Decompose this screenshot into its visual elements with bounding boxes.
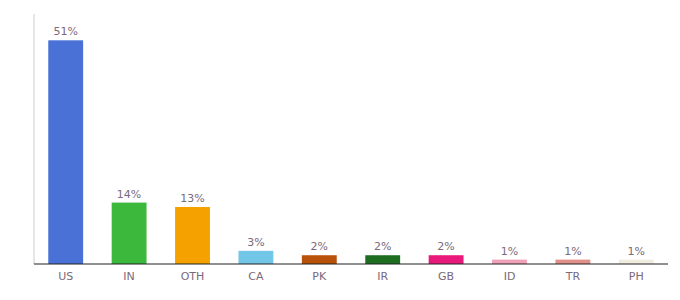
bar xyxy=(112,203,147,264)
bar xyxy=(175,207,210,264)
data-label: 2% xyxy=(437,240,454,253)
chart: US IN OTH CA PK IR GB ID TR PH 51% 14% 13% 3% 2% 2% 2% 1%… xyxy=(0,0,680,300)
bar xyxy=(302,255,337,264)
data-label: 1% xyxy=(501,245,518,258)
bar xyxy=(619,260,654,264)
bars xyxy=(48,40,653,264)
bar xyxy=(492,260,527,264)
data-label: 1% xyxy=(628,245,645,258)
bar xyxy=(48,40,83,264)
data-label: 51% xyxy=(53,25,77,38)
x-tick-label: CA xyxy=(248,270,264,283)
x-tick-label: IN xyxy=(123,270,134,283)
bar xyxy=(238,251,273,264)
x-tick-label: IR xyxy=(377,270,388,283)
x-tick-label: GB xyxy=(438,270,454,283)
x-tick-label: OTH xyxy=(181,270,205,283)
bar xyxy=(365,255,400,264)
x-tick-label: US xyxy=(58,270,73,283)
x-tick-label: TR xyxy=(565,270,581,283)
chart-container: US IN OTH CA PK IR GB ID TR PH 51% 14% 13% 3% 2% 2% 2% 1%… xyxy=(0,0,680,300)
data-label: 2% xyxy=(311,240,328,253)
x-tick-label: ID xyxy=(504,270,516,283)
data-label: 14% xyxy=(117,188,141,201)
x-tick-label: PH xyxy=(629,270,644,283)
data-label: 2% xyxy=(374,240,391,253)
bar xyxy=(429,255,464,264)
x-tick-label: PK xyxy=(312,270,327,283)
y-axis-line xyxy=(34,14,35,264)
x-axis-line xyxy=(34,263,668,264)
data-label: 13% xyxy=(180,192,204,205)
data-label: 1% xyxy=(564,245,581,258)
bar xyxy=(555,260,590,264)
data-label: 3% xyxy=(247,236,264,249)
